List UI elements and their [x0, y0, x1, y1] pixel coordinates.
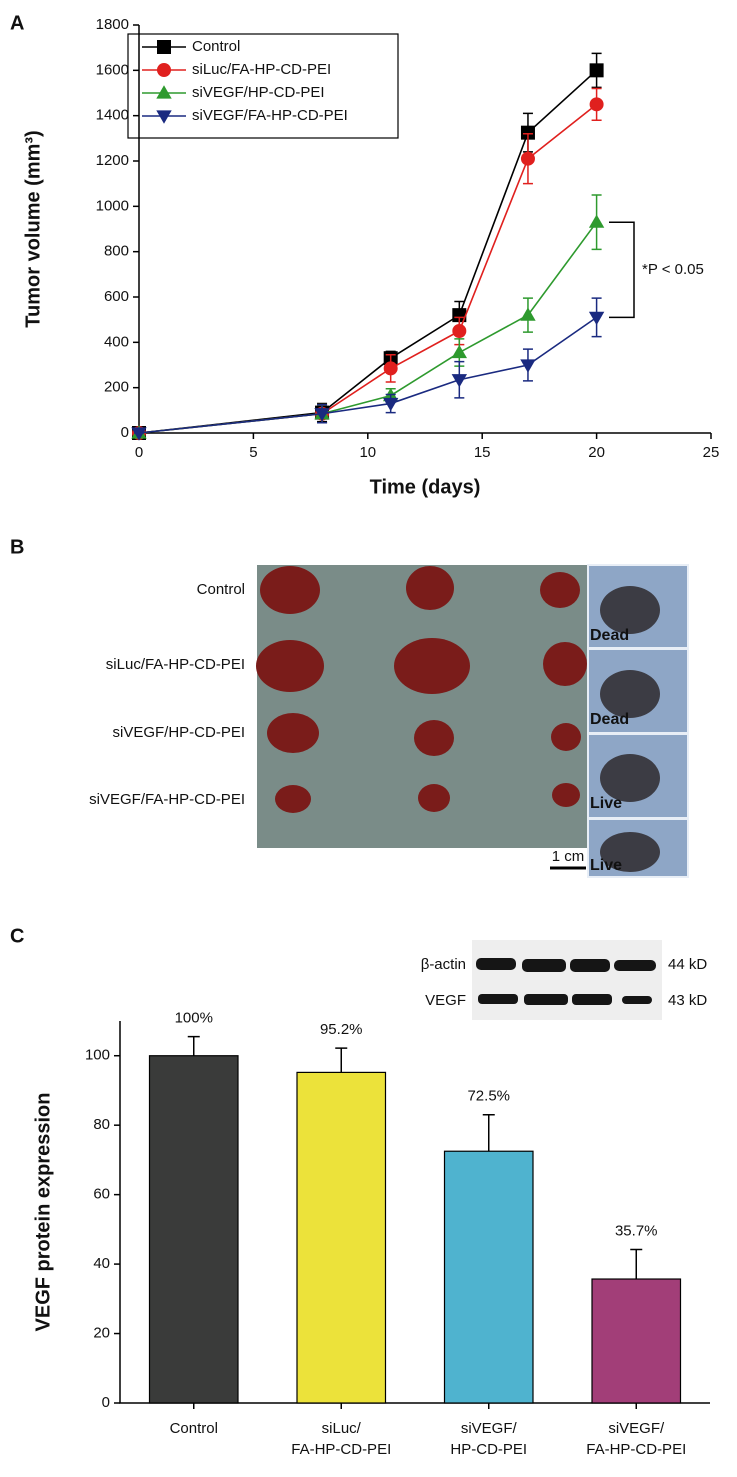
x-tick-label: Control — [170, 1420, 218, 1437]
x-tick-label: siVEGF/ — [608, 1420, 665, 1437]
error-bar — [630, 1248, 643, 1280]
marker — [520, 307, 536, 321]
legend-marker — [157, 40, 171, 54]
x-tick-label: 15 — [474, 444, 491, 461]
x-tick-label: siVEGF/ — [461, 1420, 518, 1437]
y-tick-label: 60 — [93, 1186, 110, 1203]
legend-label: siVEGF/HP-CD-PEI — [192, 84, 325, 101]
marker — [382, 397, 399, 412]
y-tick-label: 0 — [121, 424, 129, 441]
series-line — [138, 316, 598, 434]
series-line — [138, 69, 598, 434]
marker — [588, 311, 605, 326]
y-tick-label: 800 — [104, 243, 129, 260]
y-tick-label: 1200 — [96, 152, 129, 169]
y-tick-label: 80 — [93, 1116, 110, 1133]
status-label: Live — [590, 857, 622, 874]
marker — [520, 359, 536, 373]
panel-label: B — [10, 536, 24, 558]
marker — [451, 344, 468, 359]
marker — [589, 63, 604, 78]
x-tick-label: HP-CD-PEI — [450, 1441, 527, 1458]
bar — [296, 1071, 387, 1404]
blot-image — [472, 940, 662, 1020]
x-axis-label: Time (days) — [370, 476, 481, 498]
blot-size-label: 43 kD — [668, 992, 707, 1009]
x-tick-label: 0 — [135, 444, 143, 461]
panel-label: C — [10, 925, 24, 947]
marker — [589, 97, 604, 112]
status-label: Dead — [590, 711, 629, 728]
legend-label: siLuc/FA-HP-CD-PEI — [192, 61, 331, 78]
row-label: siVEGF/FA-HP-CD-PEI — [89, 791, 245, 808]
error-bar — [482, 1114, 495, 1152]
y-tick-label: 100 — [85, 1047, 110, 1064]
scale-bar-label: 1 cm — [552, 848, 585, 865]
value-label: 95.2% — [320, 1021, 363, 1038]
row-label: Control — [197, 581, 245, 598]
error-bar — [187, 1035, 200, 1056]
marker — [452, 324, 467, 339]
y-tick-label: 40 — [93, 1255, 110, 1272]
marker — [520, 125, 535, 140]
blot-size-label: 44 kD — [668, 956, 707, 973]
photo — [256, 564, 689, 878]
status-label: Dead — [590, 627, 629, 644]
significance-bracket — [609, 221, 635, 319]
x-tick-label: FA-HP-CD-PEI — [586, 1441, 686, 1458]
x-tick-label: 10 — [359, 444, 376, 461]
bar — [591, 1278, 682, 1404]
legend-box — [127, 33, 399, 139]
value-label: 72.5% — [467, 1088, 510, 1105]
x-tick-label: FA-HP-CD-PEI — [291, 1441, 391, 1458]
legend-marker — [156, 110, 172, 124]
legend-label: Control — [192, 38, 240, 55]
blot-band-label: VEGF — [425, 992, 466, 1009]
value-label: 100% — [175, 1010, 213, 1027]
legend-marker — [156, 85, 172, 99]
bar — [148, 1055, 239, 1404]
marker — [452, 308, 467, 323]
annotation: *P < 0.05 — [642, 261, 704, 278]
bar — [443, 1150, 534, 1404]
y-axis-label: Tumor volume (mm³) — [22, 130, 44, 327]
panel-label: A — [10, 12, 24, 34]
legend-label: siVEGF/FA-HP-CD-PEI — [192, 107, 348, 124]
y-tick-label: 600 — [104, 288, 129, 305]
x-tick-label: siLuc/ — [322, 1420, 362, 1437]
status-label: Live — [590, 795, 622, 812]
y-tick-label: 200 — [104, 379, 129, 396]
x-tick-label: 25 — [703, 444, 720, 461]
y-tick-label: 400 — [104, 333, 129, 350]
x-tick-label: 5 — [249, 444, 257, 461]
error-bar — [335, 1047, 348, 1073]
row-label: siLuc/FA-HP-CD-PEI — [106, 656, 245, 673]
row-label: siVEGF/HP-CD-PEI — [112, 724, 245, 741]
value-label: 35.7% — [615, 1222, 658, 1239]
legend-marker — [157, 63, 171, 77]
marker — [314, 408, 330, 422]
marker — [451, 374, 468, 388]
blot-band-label: β-actin — [421, 956, 466, 973]
marker — [588, 214, 605, 228]
y-tick-label: 20 — [93, 1325, 110, 1342]
x-tick-label: 20 — [588, 444, 605, 461]
y-tick-label: 1600 — [96, 61, 129, 78]
marker — [520, 151, 535, 166]
y-tick-label: 0 — [102, 1394, 110, 1411]
marker — [131, 427, 147, 441]
y-tick-label: 1400 — [96, 107, 129, 124]
y-axis-label: VEGF protein expression — [32, 1093, 54, 1332]
y-tick-label: 1000 — [96, 197, 129, 214]
y-tick-label: 1800 — [96, 16, 129, 33]
marker — [383, 361, 398, 376]
